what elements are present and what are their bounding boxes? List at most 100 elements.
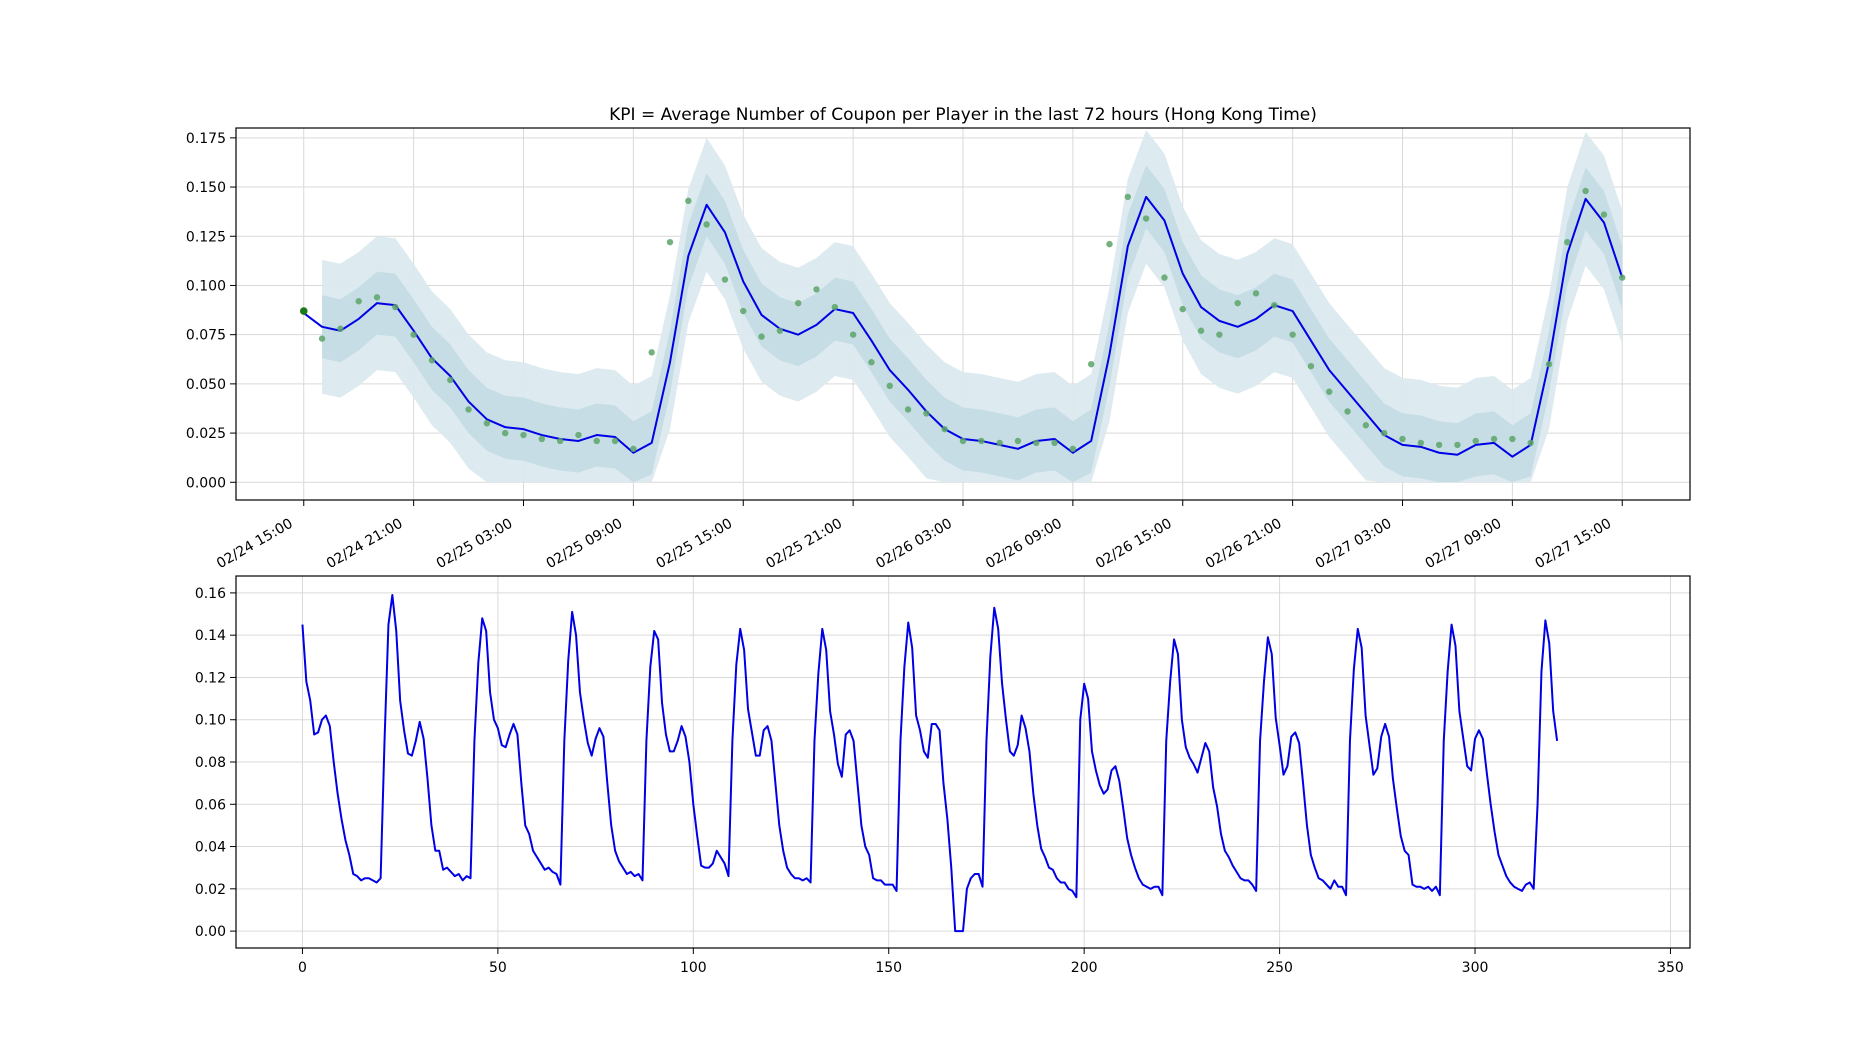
- bottom-chart-x-tick-label: 300: [1462, 960, 1489, 976]
- top-chart-observed-point: [831, 303, 839, 311]
- top-chart-observed-point: [1271, 301, 1278, 309]
- top-chart-x-tick-label: 02/26 09:00: [983, 516, 1065, 572]
- top-chart-observed-point: [1087, 360, 1095, 368]
- top-chart-observed-point: [941, 425, 948, 433]
- top-chart-inner-band: [322, 165, 1623, 483]
- top-chart-observed-point: [1490, 435, 1498, 443]
- top-chart-observed-point: [1234, 299, 1241, 307]
- top-chart-observed-point: [904, 406, 912, 413]
- top-chart-y-tick-label: 0.100: [186, 278, 226, 294]
- top-chart-observed-point: [447, 376, 454, 384]
- top-chart-observed-point: [959, 437, 967, 445]
- bottom-chart-x-ticks: 0 50 100 150 200 250 300 350: [298, 948, 1684, 976]
- top-chart-observed-point: [1179, 305, 1186, 313]
- top-chart-confidence-bands: [322, 129, 1623, 483]
- top-chart-y-tick-label: 0.150: [186, 180, 226, 196]
- top-chart-x-tick-label: 02/26 03:00: [873, 516, 955, 572]
- top-chart-observed-point: [886, 382, 893, 390]
- top-chart-observed-point: [373, 294, 381, 301]
- top-chart-observed-point: [483, 420, 491, 427]
- top-chart-y-tick-label: 0.125: [186, 229, 226, 245]
- top-chart-observed-point: [410, 331, 417, 338]
- bottom-chart-y-ticks: 0.00 0.02 0.04 0.06 0.08 0.10 0.12 0.14 0.16: [195, 586, 236, 940]
- bottom-chart-x-tick-label: 100: [680, 960, 707, 976]
- bottom-chart-y-tick-label: 0.16: [195, 586, 226, 602]
- bottom-chart-frame: [235, 575, 1691, 949]
- bottom-chart-panel: 0 50 100 150 200 250 300 350 0.000.020.040.060.…: [195, 575, 1691, 976]
- top-chart-observed-point: [1454, 441, 1461, 449]
- top-chart-observed-point: [758, 333, 765, 340]
- bottom-chart-y-tick-label: 0.08: [195, 755, 226, 771]
- top-chart-x-tick-label: 02/25 21:00: [763, 516, 845, 572]
- top-chart-observed-point: [1124, 193, 1132, 201]
- bottom-chart-x-tick-label: 50: [489, 960, 507, 976]
- top-chart-y-tick-label: 0.075: [186, 328, 226, 344]
- top-chart-observed-point: [1619, 274, 1626, 281]
- top-chart-observed-point: [1362, 422, 1370, 429]
- top-chart-x-tick-label: 02/26 21:00: [1203, 516, 1285, 572]
- bottom-chart-line-group: [301, 594, 1559, 933]
- top-chart-title: KPI = Average Number of Coupon per Playe…: [609, 105, 1317, 125]
- bottom-chart-y-tick-label: 0.04: [195, 840, 226, 856]
- top-chart-observed-point: [556, 437, 564, 445]
- top-chart-observed-point: [685, 197, 692, 205]
- top-chart-observed-point: [868, 359, 875, 366]
- top-chart-observed-point: [1326, 388, 1333, 395]
- top-chart-y-tick-label: 0.175: [186, 131, 226, 147]
- top-chart-observed-point: [794, 299, 802, 307]
- top-chart-observed-point: [1417, 439, 1425, 447]
- top-chart-observed-point: [1069, 445, 1077, 453]
- bottom-chart-y-tick-label: 0.12: [195, 670, 226, 686]
- top-chart-observed-point: [1509, 435, 1516, 443]
- top-chart-observed-point: [1527, 439, 1534, 447]
- top-chart-observed-point: [593, 437, 600, 445]
- top-chart-observed-point: [630, 445, 637, 453]
- top-chart-frame: [235, 127, 1691, 501]
- top-chart-observed-point: [1051, 439, 1058, 447]
- top-chart-outer-band: [322, 129, 1623, 483]
- top-chart-observed-points: [299, 187, 1626, 453]
- top-chart-x-tick-label: 02/24 21:00: [324, 516, 406, 572]
- top-chart-observed-point: [666, 238, 674, 246]
- top-chart-observed-point: [1307, 362, 1315, 370]
- bottom-chart-x-tick-label: 200: [1071, 960, 1098, 976]
- top-chart-observed-point: [1472, 437, 1479, 445]
- top-chart-panel: 02/24 15:00 02/24 21:00 02/25 03:00 02/25 0…: [186, 105, 1691, 572]
- top-chart-observed-point: [318, 335, 326, 342]
- top-chart-observed-point: [1582, 187, 1589, 195]
- bottom-chart-x-tick-label: 350: [1657, 960, 1684, 976]
- top-chart-y-tick-label: 0.050: [186, 377, 226, 393]
- top-chart-observed-point: [611, 437, 619, 445]
- top-chart-observed-point: [923, 410, 930, 417]
- top-chart-observed-point: [1344, 408, 1351, 415]
- top-chart-observed-point: [465, 406, 472, 413]
- top-chart-y-tick-label: 0.000: [186, 475, 226, 491]
- top-chart-observed-point: [1435, 441, 1443, 449]
- bottom-chart-y-tick-label: 0.14: [195, 628, 226, 644]
- top-chart-observed-point: [337, 325, 344, 332]
- top-chart-observed-point: [703, 221, 710, 228]
- top-chart-observed-point: [355, 298, 362, 305]
- top-chart-observed-point: [721, 276, 729, 283]
- top-chart-x-tick-label: 02/27 09:00: [1423, 516, 1505, 572]
- bottom-chart-y-tick-label: 0.00: [195, 924, 226, 940]
- top-chart-x-tick-label: 02/25 03:00: [434, 516, 516, 572]
- top-chart-observed-point: [1545, 360, 1553, 368]
- bottom-chart-y-tick-label: 0.10: [195, 713, 226, 729]
- top-chart-observed-point: [1142, 215, 1150, 222]
- top-chart-observed-point: [648, 349, 655, 356]
- top-chart-x-ticks: 02/24 15:00 02/24 21:00 02/25 03:00 02/25 0…: [214, 500, 1623, 572]
- top-chart-observed-point: [520, 431, 527, 439]
- top-chart-observed-point: [740, 307, 747, 315]
- top-chart-x-tick-label: 02/24 15:00: [214, 516, 296, 572]
- top-chart-observed-point: [813, 286, 820, 293]
- top-chart-observed-point: [299, 307, 308, 315]
- top-chart-observed-point: [978, 437, 985, 445]
- top-chart-observed-point: [849, 331, 857, 338]
- top-chart-observed-point: [1106, 240, 1113, 248]
- bottom-chart-series-line: [301, 594, 1559, 933]
- bottom-chart-x-tick-label: 250: [1266, 960, 1293, 976]
- top-chart-observed-point: [1033, 439, 1040, 447]
- top-chart-observed-point: [1161, 274, 1168, 281]
- top-chart-observed-point: [392, 303, 399, 311]
